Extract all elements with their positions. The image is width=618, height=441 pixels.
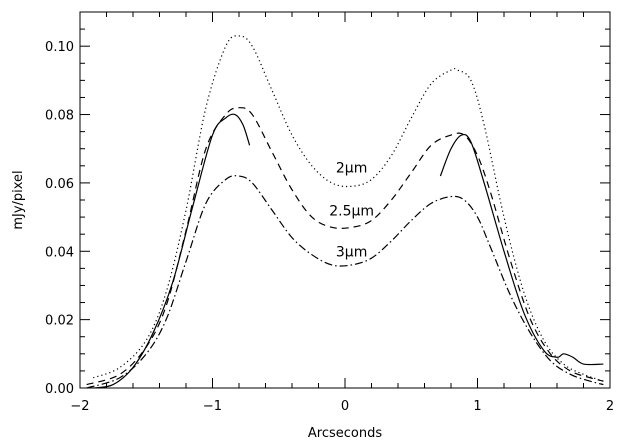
plot-frame [79, 11, 611, 389]
y-axis-title: mJy/pixel [11, 170, 26, 229]
series-line-dashdot-2 [86, 175, 604, 389]
y-tick-label: 0.06 [45, 177, 74, 192]
series-line-dashed-1 [86, 107, 604, 386]
x-tick-label: −2 [70, 399, 89, 414]
y-tick-label: 0.02 [45, 314, 74, 329]
series-line-solid-3 [93, 113, 251, 389]
series-group [86, 35, 604, 389]
x-axis-title: Arcseconds [308, 426, 382, 441]
curve-label: 2.5μm [329, 203, 374, 219]
x-tick-label: −1 [203, 399, 222, 414]
annotation-group: 2μm 2.5μm 3μm [329, 161, 374, 261]
y-tick-label: 0.00 [45, 382, 74, 397]
y-tick-label: 0.10 [45, 40, 74, 55]
curve-label: 2μm [336, 161, 367, 177]
x-tick-label: 0 [341, 399, 349, 414]
y-tick-label: 0.04 [45, 245, 74, 260]
x-tick-label: 1 [473, 399, 481, 414]
x-tick-label: 2 [606, 399, 614, 414]
series-line-solid-4 [439, 133, 604, 366]
tick-group: 0.00 0.02 0.04 0.06 0.08 0.10 −2 −1 0 1 2 [45, 12, 614, 414]
y-tick-label: 0.08 [45, 109, 74, 124]
curve-label: 3μm [336, 244, 367, 260]
